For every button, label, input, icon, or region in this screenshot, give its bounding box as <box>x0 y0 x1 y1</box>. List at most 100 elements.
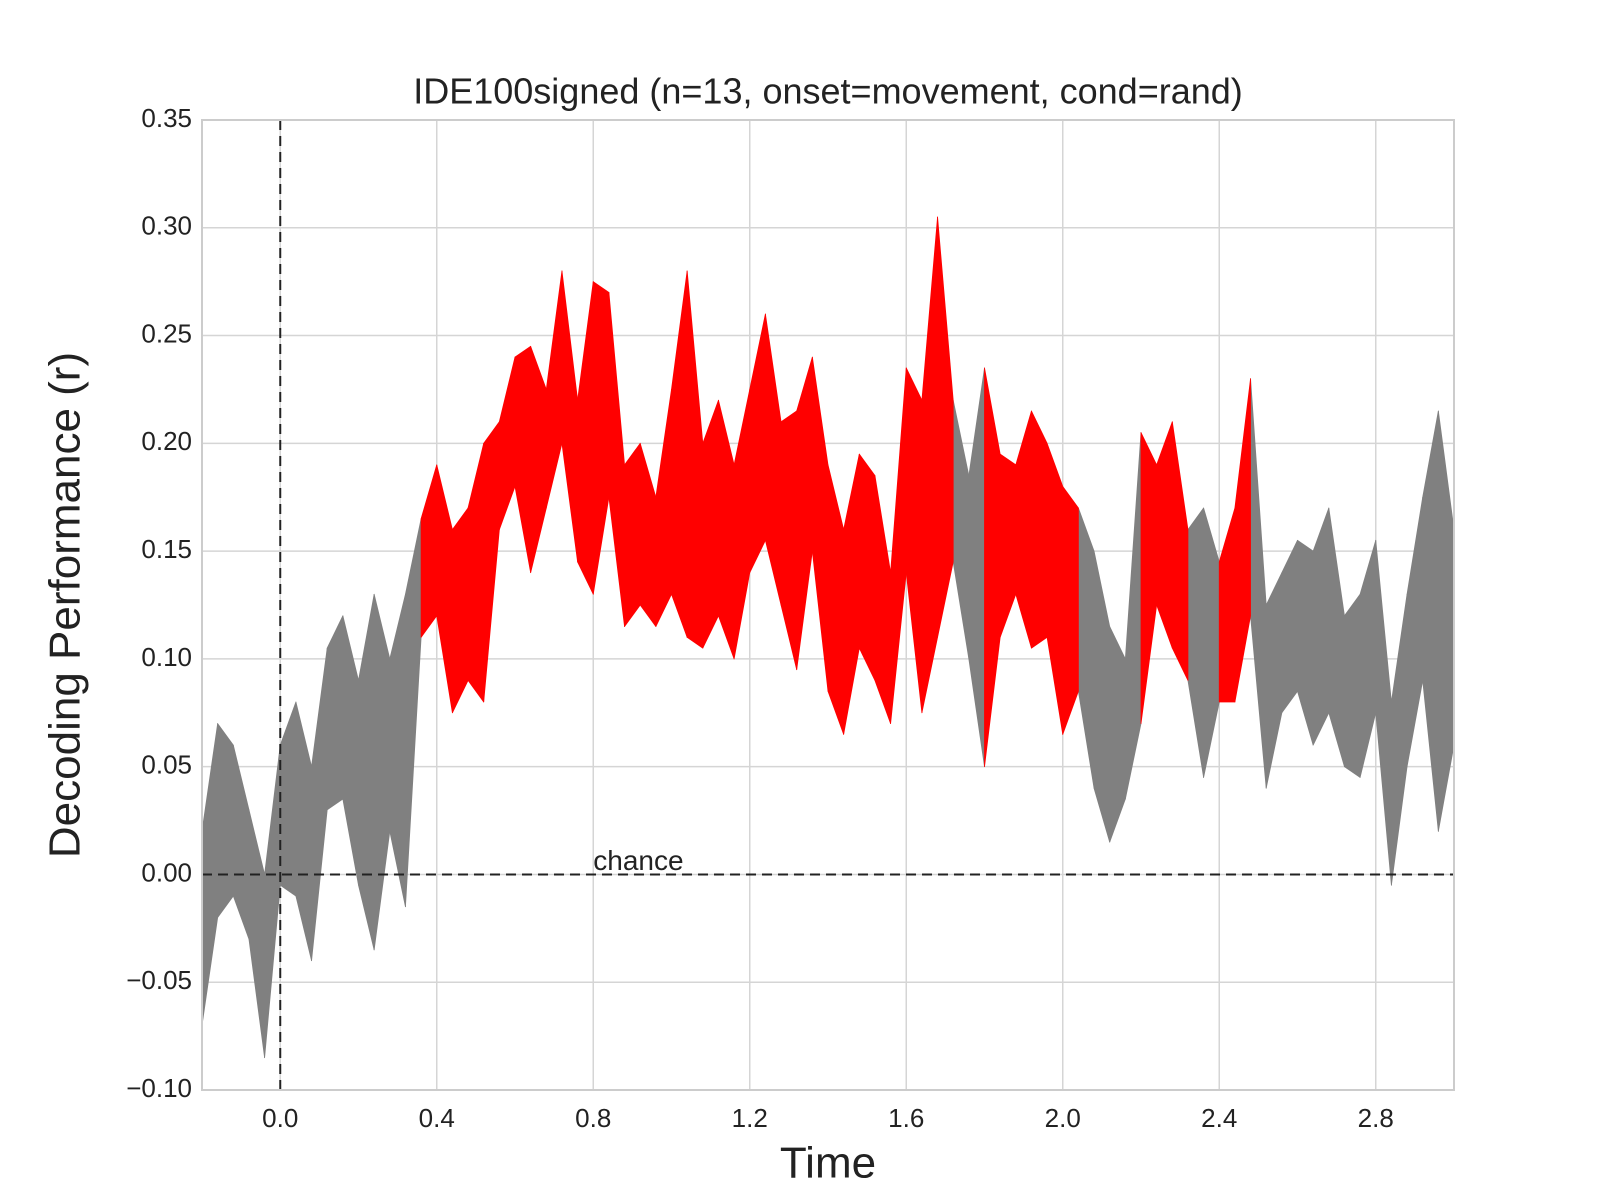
x-tick-label: 2.8 <box>1358 1103 1394 1133</box>
chart-title: IDE100signed (n=13, onset=movement, cond… <box>413 71 1243 112</box>
band-segment <box>999 453 1017 638</box>
band-segment <box>311 647 328 962</box>
y-tick-label: 0.05 <box>141 750 192 780</box>
band-segment <box>1187 507 1204 778</box>
band-segment <box>1218 507 1236 703</box>
band-segment <box>1312 507 1330 746</box>
band-segment <box>264 744 281 1059</box>
y-axis-label: Decoding Performance (r) <box>41 352 90 858</box>
y-tick-label: 0.15 <box>141 534 192 564</box>
band-segment <box>1171 421 1189 681</box>
band-segment <box>467 442 485 703</box>
band-segment <box>577 281 594 595</box>
y-tick-label: −0.05 <box>126 965 192 995</box>
band-segment <box>217 723 234 918</box>
band-segment <box>702 399 719 649</box>
band-segment <box>1250 378 1267 789</box>
band-segment <box>358 593 375 951</box>
band-segment <box>279 701 297 897</box>
band-segment <box>1234 378 1251 703</box>
band-segment <box>326 615 344 811</box>
plot-frame <box>201 119 1455 1091</box>
band-segment <box>843 453 860 735</box>
band-segment <box>780 410 798 671</box>
band-segment <box>1422 410 1439 832</box>
band-segment <box>1093 550 1111 843</box>
band-segment <box>592 281 610 595</box>
band-segment <box>1031 410 1048 649</box>
band-segment <box>1109 626 1126 843</box>
band-segment <box>1375 539 1392 886</box>
band-segment <box>1406 496 1424 768</box>
band-segment <box>733 389 751 660</box>
band-segment <box>749 313 766 574</box>
band-segment <box>1078 507 1095 789</box>
band-segment <box>827 464 845 735</box>
band-segment <box>686 270 704 649</box>
band-segment <box>561 270 578 563</box>
band-segment <box>1265 572 1283 789</box>
x-tick-label: 2.4 <box>1201 1103 1237 1133</box>
band-segment <box>796 356 813 671</box>
x-axis-label: Time <box>780 1139 876 1188</box>
band-segment <box>530 345 547 574</box>
y-tick-label: 0.00 <box>141 857 192 887</box>
band-segment <box>655 389 672 627</box>
band-segment <box>1344 593 1361 778</box>
band-segment <box>342 615 359 886</box>
band-segment <box>1297 539 1314 746</box>
band-segment <box>874 475 891 724</box>
band-segment <box>545 270 563 509</box>
band-segment <box>420 464 438 638</box>
band-segment <box>1437 410 1455 832</box>
band-segment <box>765 313 782 606</box>
y-tick-label: 0.10 <box>141 642 192 672</box>
y-tick-label: 0.35 <box>141 103 192 133</box>
x-tick-label: 0.0 <box>262 1103 298 1133</box>
band-segment <box>1015 410 1032 649</box>
band-segment <box>639 442 657 627</box>
band-segment <box>952 399 970 660</box>
band-segment <box>483 421 500 703</box>
band-segment <box>248 809 266 1059</box>
band-segment <box>373 593 391 951</box>
band-segment <box>671 270 688 638</box>
band-segment <box>1140 432 1158 724</box>
x-tick-label: 1.2 <box>732 1103 768 1133</box>
y-tick-label: −0.10 <box>126 1073 192 1103</box>
x-tick-label: 0.4 <box>419 1103 455 1133</box>
y-tick-label: 0.20 <box>141 426 192 456</box>
y-tick-label: 0.25 <box>141 318 192 348</box>
band-segment <box>858 453 876 681</box>
band-segment <box>514 345 532 574</box>
band-segment <box>905 367 923 714</box>
x-tick-label: 0.8 <box>575 1103 611 1133</box>
x-tick-label: 2.0 <box>1045 1103 1081 1133</box>
band-segment <box>718 399 735 660</box>
chance-label: chance <box>593 845 683 876</box>
band-segment <box>968 367 985 768</box>
band-segment <box>1359 539 1377 778</box>
band-segment <box>921 216 938 714</box>
band-segment <box>1046 442 1064 735</box>
band-segment <box>1328 507 1345 768</box>
band-segment <box>295 701 312 962</box>
band-segment <box>405 518 422 908</box>
band-segment <box>389 593 406 908</box>
band-segment <box>232 744 250 940</box>
x-tick-label: 1.6 <box>888 1103 924 1133</box>
band-segment <box>1124 432 1142 800</box>
band-segment <box>608 292 625 627</box>
band-segment <box>984 367 1001 768</box>
band-segment <box>1391 593 1408 886</box>
band-segment <box>498 356 516 530</box>
band-segment <box>451 507 469 714</box>
y-tick-label: 0.30 <box>141 211 192 241</box>
band-segment <box>1062 486 1079 735</box>
band-segment <box>624 442 641 627</box>
band-segment <box>1203 507 1220 778</box>
band-segment <box>811 356 829 692</box>
band-segment <box>937 216 954 638</box>
band-segment <box>436 464 453 714</box>
